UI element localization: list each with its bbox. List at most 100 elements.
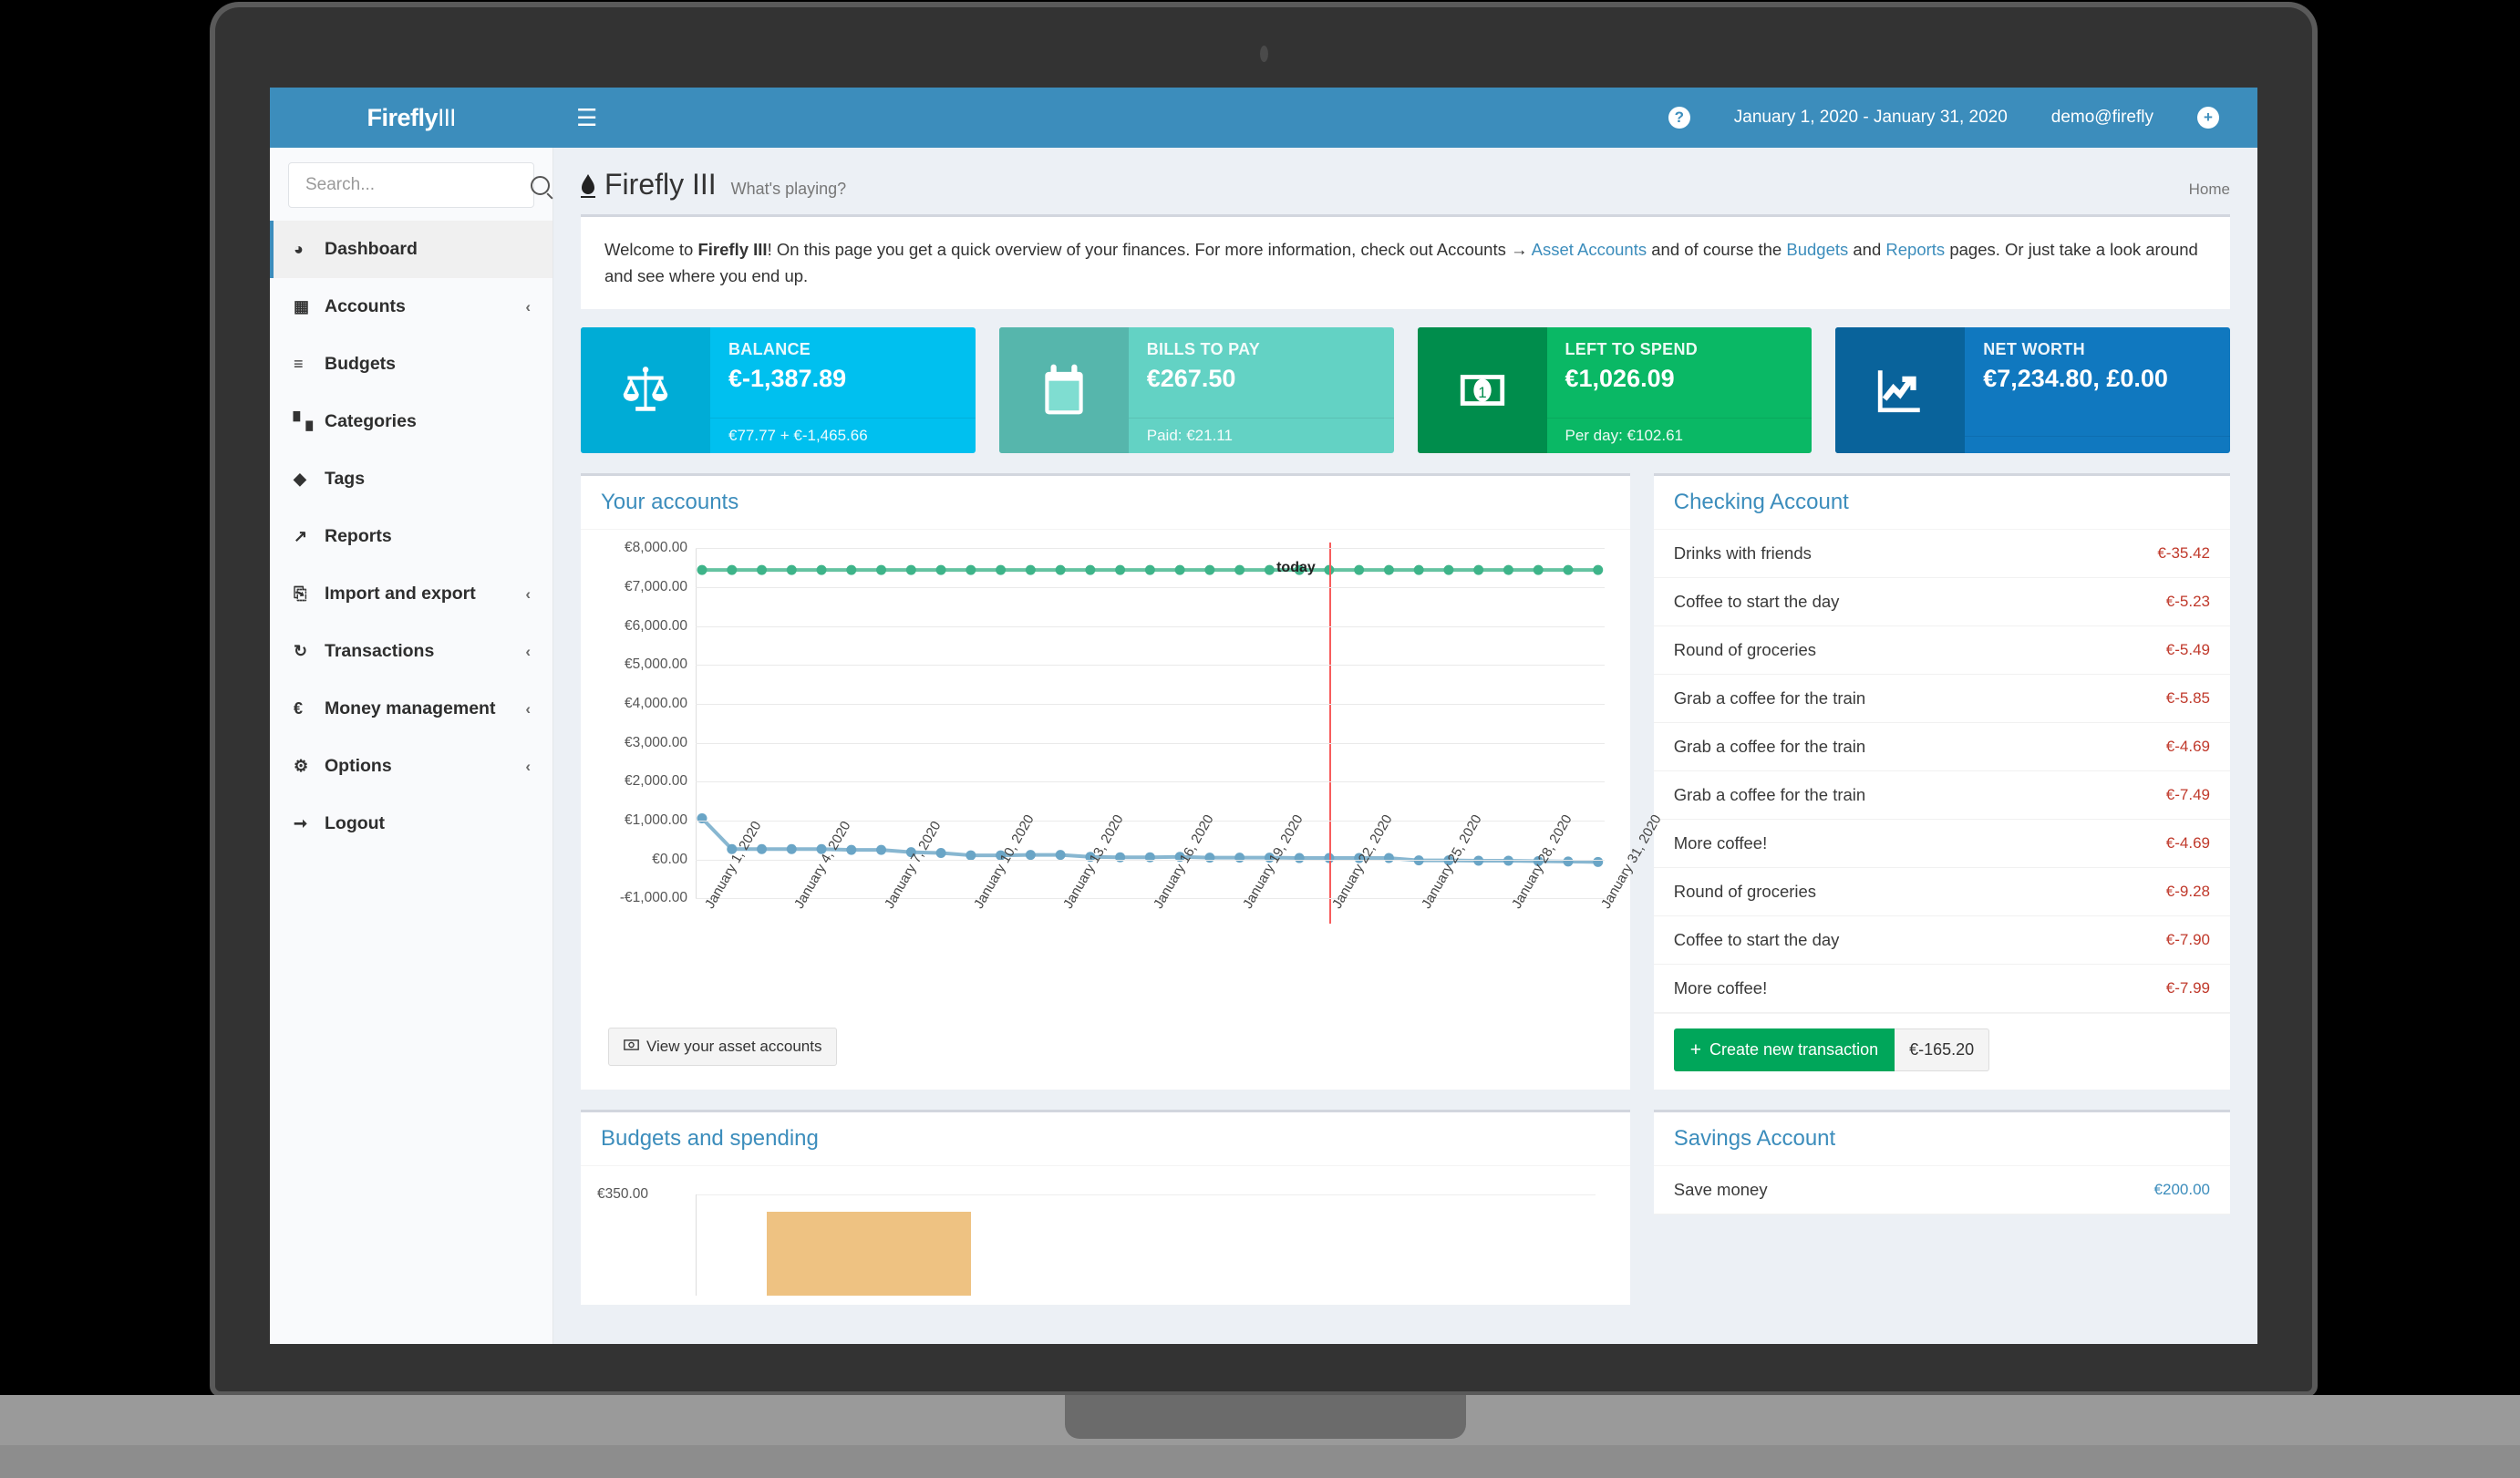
chart-point[interactable] (786, 844, 797, 855)
sidebar-item-dashboard[interactable]: ◕ Dashboard (270, 221, 553, 278)
chart-point[interactable] (966, 850, 976, 861)
transaction-description[interactable]: More coffee! (1673, 978, 1768, 998)
create-new-transaction-button[interactable]: + Create new transaction (1673, 1028, 1895, 1072)
stat-box-balance[interactable]: BALANCE €-1,387.89 €77.77 + €-1,465.66 (581, 327, 976, 454)
chart-point[interactable] (1593, 564, 1604, 575)
budget-bar[interactable] (767, 1212, 971, 1297)
chart-point[interactable] (905, 564, 916, 575)
chart-point[interactable] (1144, 564, 1155, 575)
stat-box-bills-to-pay[interactable]: BILLS TO PAY €267.50 Paid: €21.11 (998, 327, 1394, 454)
stat-box-left-to-spend[interactable]: 1 LEFT TO SPEND €1,026.09 Per day: €102.… (1417, 327, 1813, 454)
transaction-row[interactable]: Coffee to start the day €-7.90 (1653, 916, 2230, 966)
link-budgets[interactable]: Budgets (1786, 240, 1849, 259)
sidebar-item-tags[interactable]: ◆ Tags (270, 450, 553, 508)
chart-point[interactable] (727, 564, 738, 575)
plus-circle-icon[interactable]: + (2175, 107, 2241, 129)
transaction-row[interactable]: Round of groceries €-9.28 (1653, 868, 2230, 917)
chart-point[interactable] (876, 844, 887, 855)
link-reports[interactable]: Reports (1885, 240, 1946, 259)
chart-point[interactable] (1533, 856, 1544, 867)
chart-point[interactable] (1503, 564, 1513, 575)
chart-point[interactable] (1204, 564, 1215, 575)
help-icon[interactable]: ? (1647, 107, 1712, 129)
search-box[interactable] (288, 162, 550, 208)
chart-point[interactable] (1264, 564, 1275, 575)
chart-point[interactable] (1144, 853, 1155, 863)
transaction-description[interactable]: Round of groceries (1673, 882, 1817, 902)
chart-point[interactable] (1055, 564, 1066, 575)
chart-point[interactable] (1473, 564, 1484, 575)
transaction-description[interactable]: More coffee! (1673, 833, 1768, 853)
chart-point[interactable] (935, 848, 946, 859)
chart-point[interactable] (1563, 856, 1574, 867)
chart-point[interactable] (1025, 564, 1036, 575)
chart-point[interactable] (1294, 564, 1305, 575)
chart-point[interactable] (1055, 850, 1066, 861)
transaction-description[interactable]: Coffee to start the day (1673, 592, 1840, 612)
chart-point[interactable] (996, 850, 1007, 861)
chart-point[interactable] (816, 564, 827, 575)
transaction-row[interactable]: More coffee! €-7.99 (1653, 965, 2230, 1014)
chart-point[interactable] (1204, 853, 1215, 863)
sidebar-item-categories[interactable]: ▘▖ Categories (270, 393, 553, 450)
transaction-row[interactable]: Drinks with friends €-35.42 (1653, 530, 2230, 579)
app-logo[interactable]: FireflyIII (270, 88, 553, 148)
chart-point[interactable] (966, 564, 976, 575)
accounts-chart[interactable]: today €8,000.00 €7,000.00 €6,000.00 €5,000.… (597, 540, 1614, 925)
transaction-row[interactable]: Round of groceries €-5.49 (1653, 626, 2230, 676)
breadcrumb[interactable]: Home (2188, 181, 2230, 198)
transaction-description[interactable]: Drinks with friends (1673, 543, 1812, 563)
chart-point[interactable] (697, 564, 707, 575)
chart-point[interactable] (905, 847, 916, 858)
sidebar-item-import-and-export[interactable]: ⎘ Import and export ‹ (270, 565, 553, 623)
chart-point[interactable] (1324, 564, 1335, 575)
chart-point[interactable] (1443, 564, 1454, 575)
chart-point[interactable] (1025, 850, 1036, 861)
date-range-selector[interactable]: January 1, 2020 - January 31, 2020 (1733, 108, 2008, 127)
chart-point[interactable] (996, 564, 1007, 575)
chart-point[interactable] (786, 564, 797, 575)
chart-point[interactable] (1533, 564, 1544, 575)
transaction-description[interactable]: Grab a coffee for the train (1673, 785, 1866, 805)
transaction-description[interactable]: Grab a coffee for the train (1673, 737, 1866, 757)
chart-point[interactable] (1085, 564, 1096, 575)
transaction-description[interactable]: Save money (1673, 1180, 1768, 1200)
chart-point[interactable] (1115, 564, 1126, 575)
transaction-row[interactable]: Grab a coffee for the train €-4.69 (1653, 723, 2230, 772)
transaction-row[interactable]: Grab a coffee for the train €-5.85 (1653, 675, 2230, 724)
transaction-row[interactable]: Grab a coffee for the train €-7.49 (1653, 771, 2230, 821)
chart-point[interactable] (846, 564, 857, 575)
transaction-description[interactable]: Grab a coffee for the train (1673, 688, 1866, 708)
chart-point[interactable] (757, 844, 768, 855)
chart-point[interactable] (1383, 853, 1394, 863)
chart-point[interactable] (876, 564, 887, 575)
chart-point[interactable] (846, 844, 857, 855)
transaction-description[interactable]: Round of groceries (1673, 640, 1817, 660)
search-icon[interactable] (531, 175, 550, 195)
sidebar-item-accounts[interactable]: ▦ Accounts ‹ (270, 278, 553, 336)
chart-point[interactable] (1443, 855, 1454, 866)
chart-point[interactable] (1294, 853, 1305, 863)
chart-point[interactable] (757, 564, 768, 575)
chart-point[interactable] (1413, 855, 1424, 866)
chart-point[interactable] (1563, 564, 1574, 575)
transaction-row[interactable]: Save money €200.00 (1653, 1166, 2230, 1215)
view-asset-accounts-button[interactable]: View your asset accounts (608, 1028, 838, 1067)
chart-point[interactable] (1413, 564, 1424, 575)
chart-point[interactable] (1354, 564, 1365, 575)
transaction-row[interactable]: More coffee! €-4.69 (1653, 820, 2230, 869)
sidebar-item-transactions[interactable]: ↻ Transactions ‹ (270, 623, 553, 680)
chart-point[interactable] (1383, 564, 1394, 575)
chart-point[interactable] (1503, 855, 1513, 866)
search-input[interactable] (304, 174, 531, 196)
chart-point[interactable] (1324, 853, 1335, 863)
hamburger-icon[interactable]: ☰ (576, 104, 598, 131)
sidebar-item-reports[interactable]: ↗ Reports (270, 508, 553, 565)
stat-box-net-worth[interactable]: NET WORTH €7,234.80, £0.00 (1835, 327, 2230, 454)
sidebar-item-logout[interactable]: ➞ Logout (270, 795, 553, 853)
chart-point[interactable] (935, 564, 946, 575)
sidebar-item-options[interactable]: ⚙ Options ‹ (270, 738, 553, 795)
transaction-description[interactable]: Coffee to start the day (1673, 930, 1840, 950)
chart-point[interactable] (1234, 853, 1245, 863)
chart-point[interactable] (727, 844, 738, 855)
